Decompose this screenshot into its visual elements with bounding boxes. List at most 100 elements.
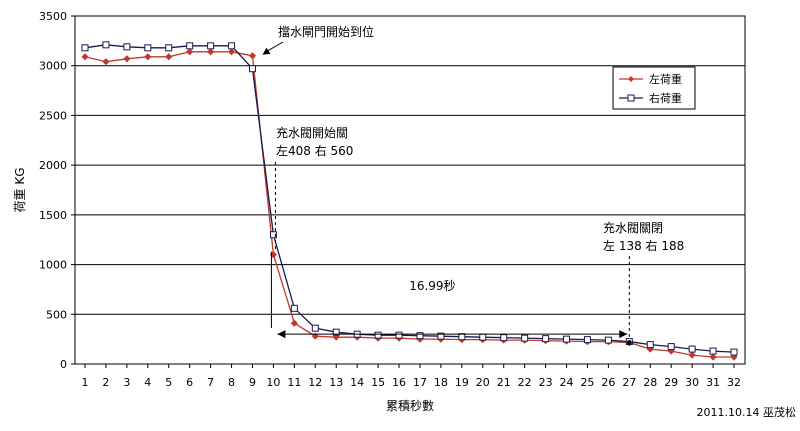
series-2-point [290,304,298,312]
legend-swatch-marker [627,94,635,102]
x-tick-label: 21 [497,376,511,389]
x-tick-label: 14 [350,376,364,389]
annotation-duration-label: 16.99秒 [409,279,455,293]
series-2-point [207,42,215,50]
x-tick-label: 7 [207,376,214,389]
series-2-point [458,333,466,341]
x-tick-label: 16 [392,376,406,389]
y-tick-label: 500 [46,308,67,321]
series-2-point [81,44,89,52]
x-tick-label: 32 [727,376,741,389]
x-tick-label: 10 [266,376,280,389]
annotation-valve-open-values: 左408 右 560 [276,143,353,158]
series-2-point [730,348,738,356]
series-2-point [248,65,256,73]
x-axis-label: 累積秒數 [386,398,434,413]
series-1-point [102,58,110,66]
series-2-point [186,42,194,50]
series-2-point [228,42,236,50]
series-1-point [186,48,194,56]
x-tick-label: 26 [601,376,615,389]
series-1-point [248,52,257,60]
y-axis-label: 荷重 KG [13,168,27,213]
x-tick-label: 13 [329,376,343,389]
series-2-point [479,333,487,341]
series-2-point [332,328,340,336]
x-tick-label: 18 [434,376,448,389]
annotation-valve-closed-title: 充水閥關閉 [603,220,663,235]
y-tick-label: 2000 [39,159,67,172]
x-tick-label: 20 [476,376,490,389]
y-tick-label: 1000 [39,259,67,272]
annotation-valve-closed-values: 左 138 右 188 [603,238,684,253]
series-2-point [416,332,424,340]
series-1-point [123,55,131,63]
x-tick-label: 9 [249,376,256,389]
x-tick-label: 17 [413,376,427,389]
x-tick-label: 5 [165,376,172,389]
series-1-point [165,53,173,61]
x-tick-label: 23 [539,376,553,389]
x-tick-label: 12 [308,376,322,389]
series-2-point [165,44,173,52]
series-2-point [374,331,382,339]
annotation-gate-arrowhead [262,47,271,55]
y-tick-label: 1500 [39,209,67,222]
x-tick-label: 29 [664,376,678,389]
annotation-gate: 擋水閘門開始到位 [278,24,374,39]
x-tick-label: 30 [685,376,699,389]
x-tick-label: 31 [706,376,720,389]
x-tick-label: 25 [580,376,594,389]
series-2-point [521,334,529,342]
legend-label: 右荷重 [649,91,682,105]
series-2-point [709,347,717,355]
series-1-point [207,48,215,56]
series-2-point [667,343,675,351]
x-tick-label: 11 [287,376,301,389]
y-tick-label: 3500 [39,10,67,23]
x-tick-label: 27 [622,376,636,389]
series-2-point [542,335,550,343]
y-tick-label: 2500 [39,109,67,122]
annotation-valve-closed-dot [626,340,632,346]
series-2-point [102,41,110,49]
series-2-point [395,331,403,339]
x-tick-label: 6 [186,376,193,389]
x-tick-label: 22 [518,376,532,389]
series-1-point [332,333,340,341]
series-1-point [227,48,236,56]
x-tick-label: 4 [144,376,151,389]
series-1-point [688,351,696,359]
x-tick-label: 28 [643,376,657,389]
series-2-point [144,44,152,52]
x-tick-label: 2 [102,376,109,389]
series-2-point [437,332,445,340]
series-2-point [311,324,319,332]
series-2-point [646,341,654,349]
x-tick-label: 1 [82,376,89,389]
series-2-point [688,345,696,353]
x-tick-label: 24 [560,376,574,389]
series-2-point [583,336,591,344]
x-tick-label: 3 [123,376,130,389]
series-line-2 [84,44,735,353]
legend-label: 左荷重 [649,72,682,86]
series-2-point [500,334,508,342]
x-tick-label: 19 [455,376,469,389]
x-tick-label: 15 [371,376,385,389]
series-1-point [290,319,298,327]
annotation-duration-arrowhead-left [277,330,286,339]
annotation-valve-open-title: 充水閥開始關 [276,125,348,140]
annotation-duration-arrowhead-right [619,330,628,339]
series-1-point [144,53,152,61]
series-1-point [709,353,717,361]
series-1-point [81,53,89,61]
series-2-point [123,43,131,51]
series-2-point [269,231,277,239]
x-tick-label: 8 [228,376,235,389]
legend-box [612,66,696,110]
y-tick-label: 0 [60,358,67,371]
y-tick-label: 3000 [39,60,67,73]
